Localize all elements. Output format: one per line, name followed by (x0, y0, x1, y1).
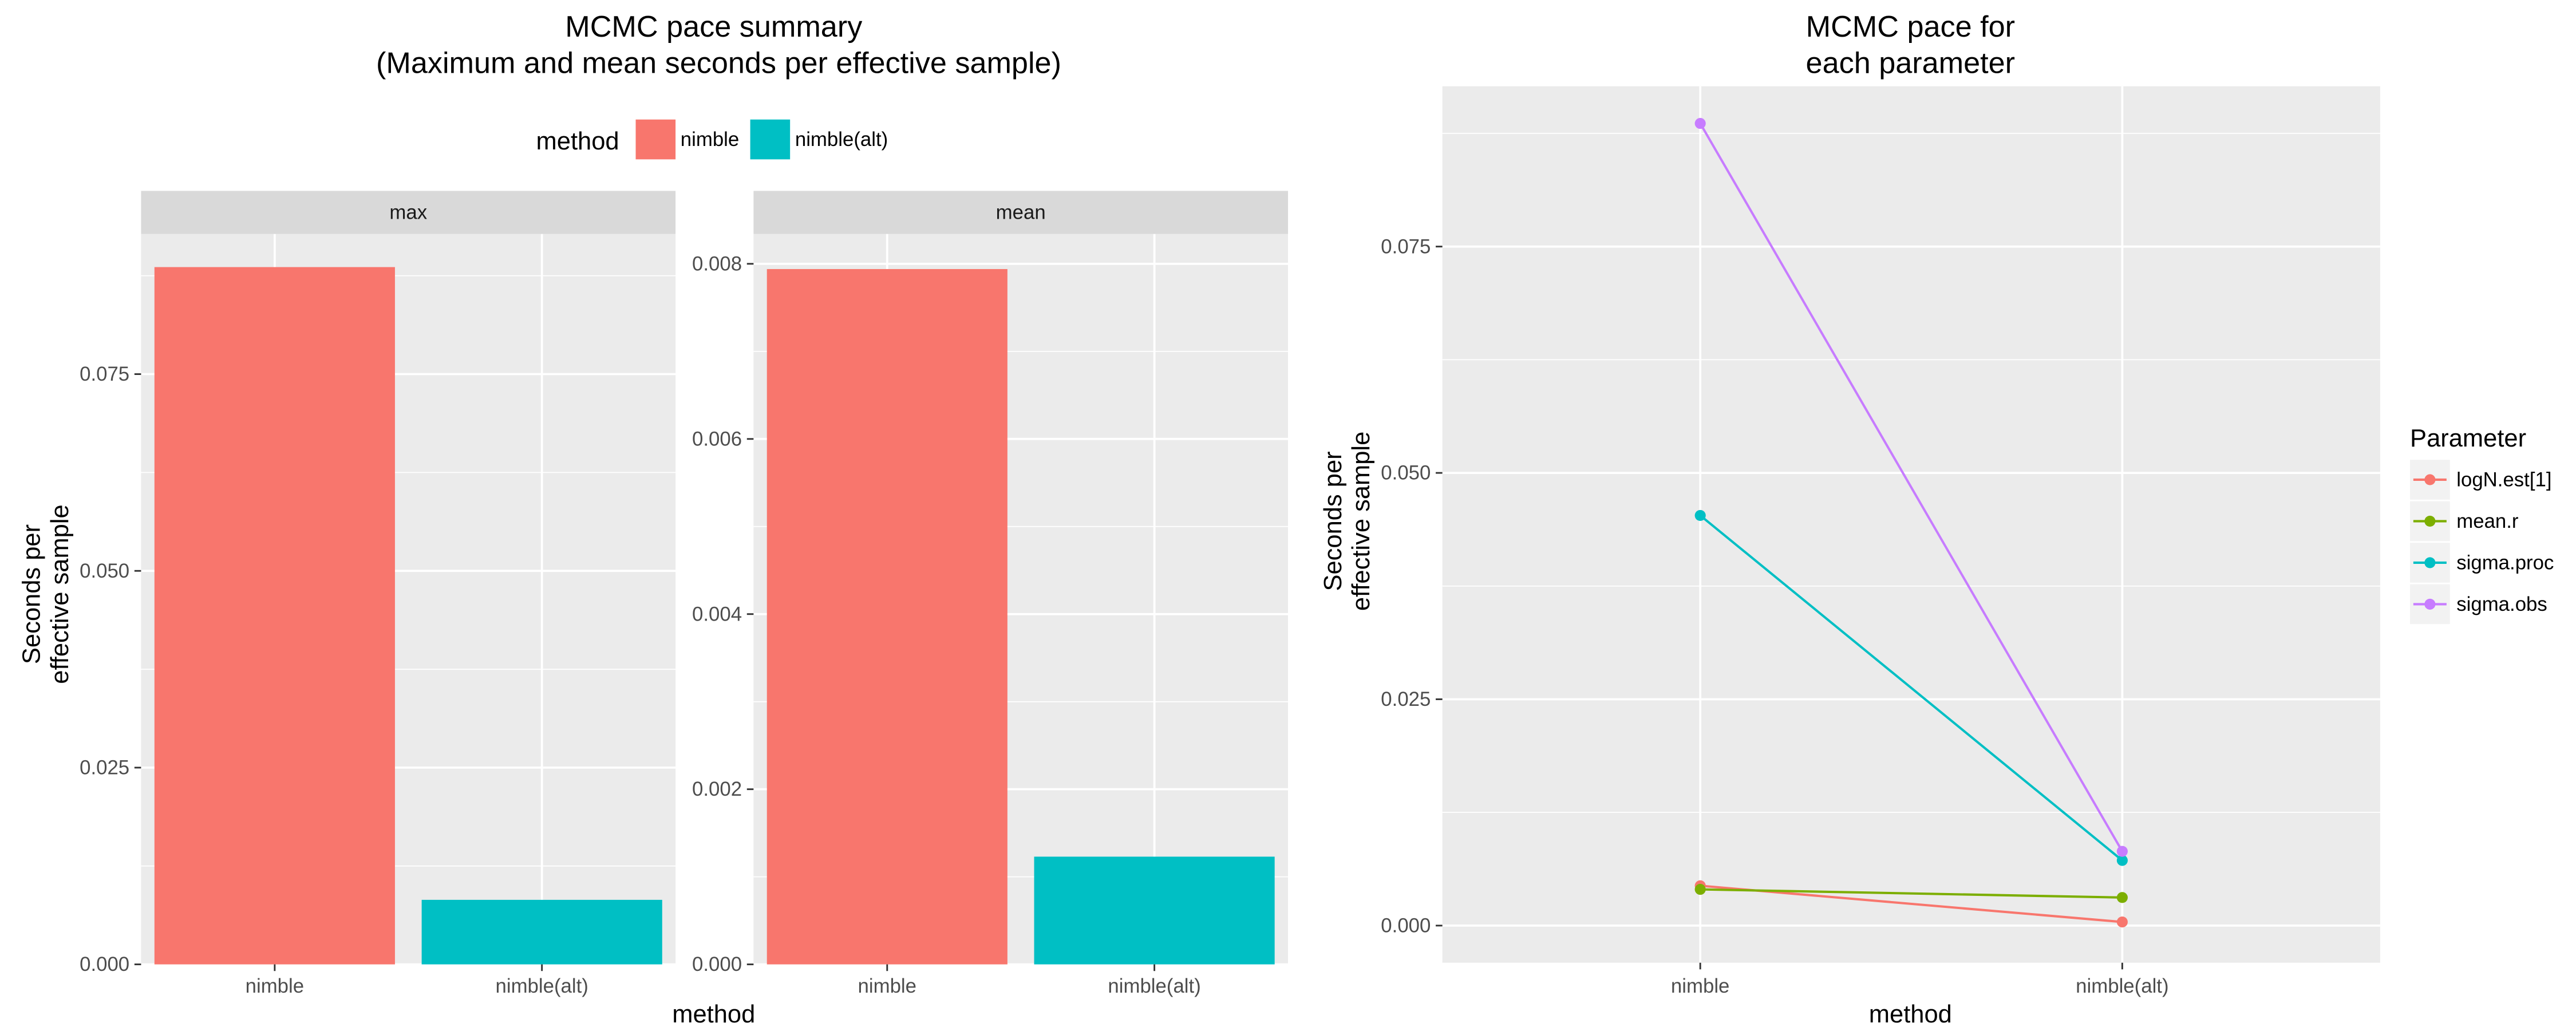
legend-swatch-nimble-alt (750, 119, 791, 160)
facet-xticks-mean: nimble nimble(alt) (858, 964, 1201, 997)
summary-y-axis-title-line2: effective sample (46, 504, 74, 684)
facet-max: max 0.000 0.025 0.050 0.075 nimble nimble(al… (80, 191, 676, 997)
x-tick-label: nimble (1671, 975, 1729, 997)
legend-label-nimble: nimble (681, 129, 739, 151)
legend-key-mean-r: mean.r (2410, 501, 2519, 542)
facet-strip-max (141, 191, 676, 234)
summary-chart: MCMC pace summary (Maximum and mean seco… (18, 10, 1289, 1028)
x-tick-label: nimble(alt) (496, 975, 588, 997)
method-legend-title: method (536, 128, 619, 155)
facet-bars-mean (767, 269, 1275, 965)
point-logn-est-1-nimble-alt (2116, 916, 2128, 928)
parameter-x-axis-title: method (1869, 1001, 1952, 1028)
series-sigma-proc (1694, 509, 2128, 866)
series-line-sigma-proc (1699, 514, 2123, 862)
x-tick-label: nimble(alt) (1108, 975, 1200, 997)
legend-key-point (2424, 598, 2436, 610)
point-sigma-obs-nimble (1694, 118, 1706, 129)
y-tick-label: 0.025 (1381, 689, 1431, 710)
summary-title: MCMC pace summary (565, 10, 862, 44)
parameter-chart: MCMC pace for each parameter 0.0000.0250… (1319, 10, 2554, 1028)
y-tick-label: 0.025 (80, 757, 129, 779)
parameter-title-line2: each parameter (1806, 47, 2016, 80)
summary-y-axis-title: Seconds per effective sample (18, 504, 74, 684)
parameter-legend: Parameter logN.est[1] mean.r sigma.proc sig… (2410, 425, 2554, 625)
legend-key-point (2424, 557, 2436, 568)
legend-label-logn-est-1: logN.est[1] (2456, 469, 2551, 491)
legend-swatch-nimble (635, 119, 676, 160)
method-legend: method nimble nimble(alt) (536, 119, 888, 160)
series-line-mean-r (1700, 888, 2123, 899)
facet-xticks-max: nimble nimble(alt) (246, 964, 588, 997)
series-line-sigma-obs (1699, 123, 2124, 852)
parameter-panel (1442, 86, 2380, 963)
legend-key-logn-est-1: logN.est[1] (2410, 460, 2552, 500)
legend-label-nimble-alt: nimble(alt) (795, 129, 888, 151)
y-tick-label: 0.050 (1381, 463, 1431, 484)
y-tick-label: 0.008 (692, 253, 742, 275)
parameter-grid (1442, 86, 2380, 963)
legend-label-mean-r: mean.r (2456, 511, 2518, 532)
series-sigma-obs (1694, 118, 2128, 857)
legend-key-point (2424, 515, 2436, 527)
legend-key-sigma-proc: sigma.proc (2410, 543, 2554, 583)
parameter-y-axis-title: Seconds per effective sample (1319, 432, 1375, 611)
parameter-y-axis-title-line2: effective sample (1348, 432, 1375, 611)
parameter-legend-title: Parameter (2410, 425, 2526, 452)
y-tick-label: 0.000 (692, 954, 742, 975)
y-tick-label: 0.075 (80, 364, 129, 385)
parameter-yticks: 0.000 0.025 0.050 0.075 (1381, 236, 1443, 937)
y-tick-label: 0.075 (1381, 236, 1431, 258)
facet-strip-mean (753, 191, 1289, 234)
y-tick-label: 0.004 (692, 603, 742, 625)
legend-label-sigma-proc: sigma.proc (2456, 552, 2554, 574)
summary-subtitle: (Maximum and mean seconds per effective … (376, 47, 1061, 80)
point-sigma-proc-nimble-alt (2116, 855, 2128, 866)
y-tick-label: 0.002 (692, 779, 742, 800)
legend-key-sigma-obs: sigma.obs (2410, 584, 2547, 625)
legend-key-point (2424, 474, 2436, 485)
point-mean-r-nimble-alt (2116, 892, 2128, 903)
facet-label-max: max (389, 202, 427, 224)
bar-mean-nimble (767, 269, 1008, 965)
parameter-title-line1: MCMC pace for (1806, 10, 2015, 44)
y-tick-label: 0.006 (692, 428, 742, 450)
x-tick-label: nimble (246, 975, 304, 997)
parameter-series (1694, 118, 2128, 928)
summary-y-axis-title-line1: Seconds per (18, 524, 46, 664)
y-tick-label: 0.050 (80, 560, 129, 582)
facet-label-mean: mean (996, 202, 1046, 224)
facet-yticks-mean: 0.000 0.002 0.004 0.006 0.008 (692, 253, 754, 975)
parameter-xticks: nimble nimble(alt) (1671, 962, 2169, 997)
summary-x-axis-title: method (672, 1001, 755, 1028)
point-sigma-obs-nimble-alt (2116, 846, 2128, 857)
bar-max-nimble (154, 267, 395, 965)
bar-max-nimble-alt (421, 899, 662, 965)
x-tick-label: nimble (858, 975, 916, 997)
parameter-y-axis-title-line1: Seconds per (1319, 451, 1347, 591)
y-tick-label: 0.000 (1381, 915, 1431, 937)
point-mean-r-nimble (1694, 884, 1706, 895)
x-tick-label: nimble(alt) (2076, 975, 2168, 997)
point-sigma-proc-nimble (1694, 509, 1706, 521)
bar-mean-nimble-alt (1034, 856, 1275, 965)
legend-label-sigma-obs: sigma.obs (2456, 594, 2547, 615)
series-mean-r (1694, 884, 2128, 903)
facet-bars-max (154, 267, 662, 965)
facet-yticks-max: 0.000 0.025 0.050 0.075 (80, 364, 141, 975)
y-tick-label: 0.000 (80, 954, 129, 975)
